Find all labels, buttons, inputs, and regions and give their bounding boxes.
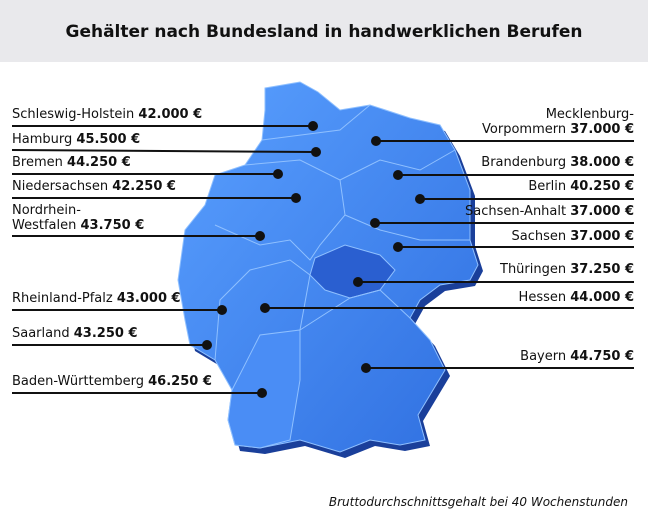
map	[177, 81, 483, 458]
state-label: Hamburg 45.500 €	[12, 132, 140, 147]
state-label: Mecklenburg-	[546, 107, 635, 122]
state-label: Sachsen-Anhalt 37.000 €	[465, 204, 634, 219]
leaders	[11, 125, 634, 394]
state-label: Nordrhein-	[12, 203, 81, 218]
state-label: Bayern 44.750 €	[520, 349, 634, 364]
labels-left: Schleswig-Holstein 42.000 € Hamburg 45.5…	[12, 107, 212, 389]
state-label: Hessen 44.000 €	[519, 290, 634, 305]
state-label: Bremen 44.250 €	[12, 155, 131, 170]
dots	[202, 121, 425, 398]
state-label: Saarland 43.250 €	[12, 326, 138, 341]
labels-right: Mecklenburg- Vorpommern 37.000 € Branden…	[465, 107, 634, 364]
state-label: Berlin 40.250 €	[528, 179, 634, 194]
state-label: Rheinland-Pfalz 43.000 €	[12, 291, 181, 306]
title: Gehälter nach Bundesland in handwerklich…	[66, 22, 583, 42]
state-label: Westfalen 43.750 €	[12, 218, 144, 233]
state-label: Schleswig-Holstein 42.000 €	[12, 107, 202, 122]
footnote: Bruttodurchschnittsgehalt bei 40 Wochens…	[329, 495, 628, 509]
state-label: Baden-Württemberg 46.250 €	[12, 374, 212, 389]
state-label: Niedersachsen 42.250 €	[12, 179, 176, 194]
state-label: Thüringen 37.250 €	[499, 262, 634, 277]
title-bar	[0, 0, 648, 62]
state-label: Vorpommern 37.000 €	[482, 122, 634, 137]
state-label: Brandenburg 38.000 €	[481, 155, 634, 170]
state-label: Sachsen 37.000 €	[511, 229, 634, 244]
